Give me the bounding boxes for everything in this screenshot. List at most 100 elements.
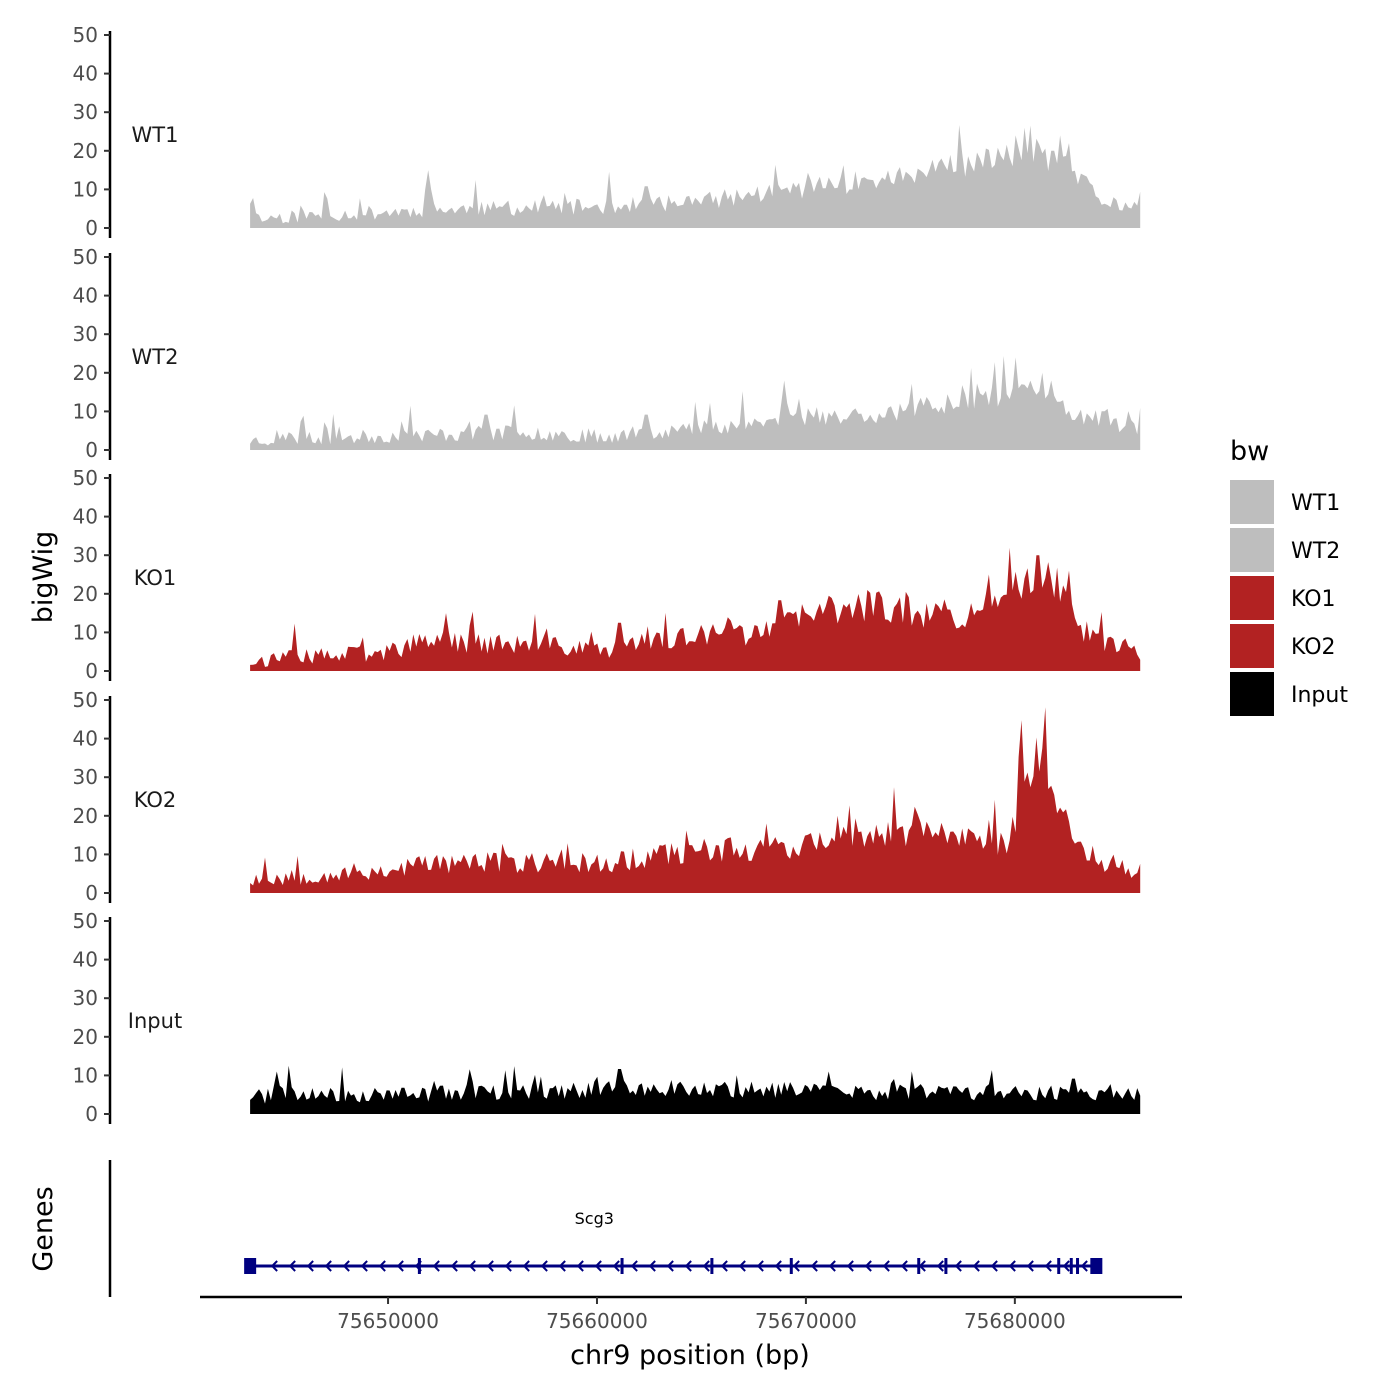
track-label-ko2: KO2: [134, 788, 177, 812]
exon: [917, 1258, 921, 1274]
exon: [1057, 1258, 1061, 1274]
legend-swatch-input: [1230, 672, 1274, 716]
strand-arrow: [630, 1260, 638, 1272]
y-tick-label: 20: [73, 361, 98, 385]
y-tick-label: 10: [73, 842, 98, 866]
strand-arrow: [558, 1260, 566, 1272]
strand-arrow: [540, 1260, 548, 1272]
strand-arrow: [648, 1260, 656, 1272]
gene-label: Scg3: [575, 1209, 614, 1228]
strand-arrow: [882, 1260, 890, 1272]
track-ko2: 0 10 20 30 40 50 KO2: [73, 688, 1141, 905]
y-tick-label: 0: [85, 659, 98, 683]
y-tick-label: 40: [73, 62, 98, 86]
coverage-area-input: [250, 1065, 1141, 1114]
y-tick-label: 30: [73, 986, 98, 1010]
y-tick-label: 20: [73, 1025, 98, 1049]
exon: [710, 1258, 714, 1274]
strand-arrow: [792, 1260, 800, 1272]
track-label-input: Input: [128, 1009, 182, 1033]
strand-arrow: [846, 1260, 854, 1272]
y-tick-label: 20: [73, 139, 98, 163]
legend: bw WT1 WT2 KO1 KO2 Input: [1230, 436, 1348, 716]
track-label-wt1: WT1: [132, 123, 179, 147]
x-tick-label: 75650000: [337, 1309, 439, 1333]
strand-arrow: [1026, 1260, 1034, 1272]
strand-arrow: [1080, 1260, 1088, 1272]
coverage-area-ko1: [250, 547, 1141, 671]
exon: [620, 1258, 624, 1274]
strand-arrow: [432, 1260, 440, 1272]
x-tick-label: 75680000: [964, 1309, 1066, 1333]
y-tick-label: 40: [73, 505, 98, 529]
genes-panel: Scg3: [108, 1160, 1103, 1297]
exon: [417, 1258, 421, 1274]
strand-arrow: [522, 1260, 530, 1272]
exon: [244, 1258, 257, 1274]
y-tick-label: 30: [73, 765, 98, 789]
strand-arrow: [306, 1260, 314, 1272]
strand-arrow: [594, 1260, 602, 1272]
y-tick-label: 10: [73, 399, 98, 423]
strand-arrow: [828, 1260, 836, 1272]
y-tick-label: 40: [73, 948, 98, 972]
strand-arrow: [396, 1260, 404, 1272]
track-label-wt2: WT2: [132, 345, 179, 369]
y-tick-label: 0: [85, 1102, 98, 1126]
x-axis-title: chr9 position (bp): [570, 1340, 810, 1371]
legend-swatch-ko1: [1230, 576, 1274, 620]
strand-arrow: [720, 1260, 728, 1272]
y-tick-label: 50: [73, 466, 98, 490]
exon: [789, 1258, 793, 1274]
strand-arrow: [954, 1260, 962, 1272]
strand-arrow: [288, 1260, 296, 1272]
x-tick-label: 75660000: [546, 1309, 648, 1333]
x-axis: 75650000 75660000 75670000 75680000: [200, 1295, 1182, 1333]
legend-swatch-wt2: [1230, 528, 1274, 572]
coverage-area-wt2: [250, 356, 1141, 450]
y-axis-title: bigWig: [28, 531, 59, 624]
strand-arrow: [324, 1260, 332, 1272]
strand-arrow: [486, 1260, 494, 1272]
y-tick-label: 30: [73, 543, 98, 567]
track-input: 0 10 20 30 40 50 Input: [73, 909, 1141, 1126]
exon: [1069, 1258, 1073, 1274]
track-ko1: 0 10 20 30 40 50 KO1: [73, 466, 1141, 683]
strand-arrow: [468, 1260, 476, 1272]
exon: [944, 1258, 948, 1274]
coverage-area-ko2: [250, 707, 1141, 893]
strand-arrow: [1062, 1260, 1070, 1272]
y-tick-label: 40: [73, 727, 98, 751]
y-tick-label: 10: [73, 620, 98, 644]
legend-label-input: Input: [1291, 683, 1348, 708]
y-tick-label: 10: [73, 177, 98, 201]
strand-arrow: [702, 1260, 710, 1272]
strand-arrow: [270, 1260, 278, 1272]
strand-arrow: [936, 1260, 944, 1272]
y-tick-label: 30: [73, 322, 98, 346]
track-wt1: 0 10 20 30 40 50 WT1: [73, 23, 1141, 240]
legend-swatch-ko2: [1230, 624, 1274, 668]
strand-arrow: [612, 1260, 620, 1272]
strand-arrow: [450, 1260, 458, 1272]
strand-arrow: [774, 1260, 782, 1272]
legend-label-wt2: WT2: [1291, 539, 1340, 564]
y-tick-label: 0: [85, 438, 98, 462]
x-tick-label: 75670000: [755, 1309, 857, 1333]
strand-arrow: [810, 1260, 818, 1272]
legend-label-wt1: WT1: [1291, 491, 1340, 516]
y-tick-label: 30: [73, 100, 98, 124]
legend-title: bw: [1230, 436, 1269, 467]
strand-arrow: [972, 1260, 980, 1272]
y-tick-label: 50: [73, 23, 98, 47]
y-tick-label: 40: [73, 284, 98, 308]
strand-arrow: [666, 1260, 674, 1272]
y-tick-label: 0: [85, 881, 98, 905]
legend-label-ko2: KO2: [1291, 635, 1336, 660]
coverage-tracks: 0 10 20 30 40 50 WT1 0 10 20 30 40 50 WT2 0 10 20 30 40 50 K…: [73, 23, 1141, 1126]
strand-arrow: [504, 1260, 512, 1272]
exon: [1090, 1258, 1103, 1274]
y-tick-label: 20: [73, 582, 98, 606]
